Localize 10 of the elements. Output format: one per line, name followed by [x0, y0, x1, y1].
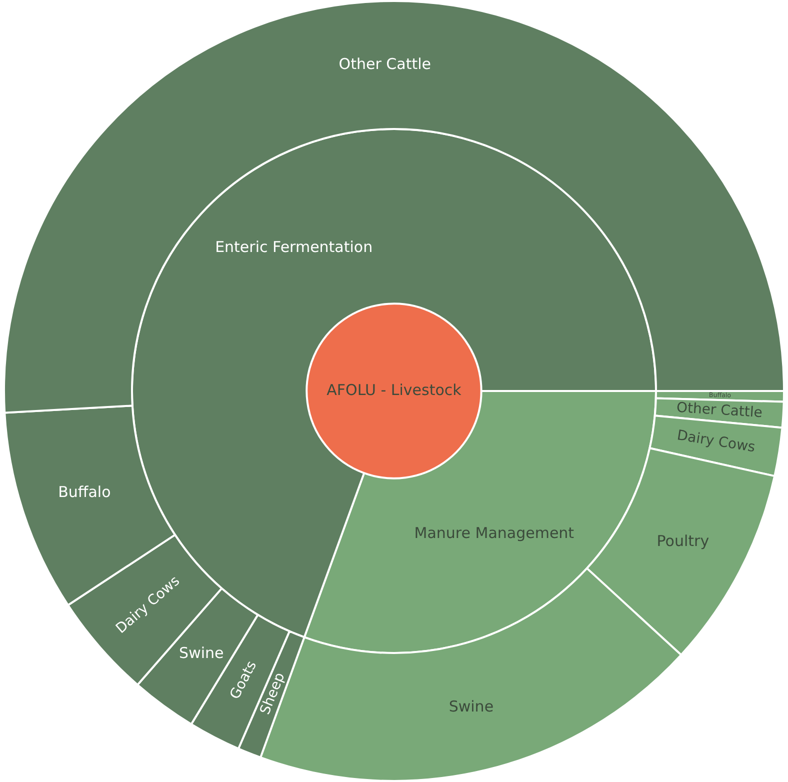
slice-label: Swine: [448, 698, 494, 716]
slice-label: Dairy Cows: [676, 428, 756, 456]
slice-label: Enteric Fermentation: [215, 238, 373, 256]
slice-label: Other Cattle: [338, 55, 431, 74]
slice-label: Other Cattle: [676, 400, 763, 422]
slice-label: Manure Management: [414, 524, 574, 542]
slice-label: Buffalo: [58, 482, 111, 501]
slice-label: Swine: [179, 644, 224, 662]
slice-label: Poultry: [656, 532, 710, 550]
slice-label: AFOLU - Livestock: [326, 380, 462, 399]
